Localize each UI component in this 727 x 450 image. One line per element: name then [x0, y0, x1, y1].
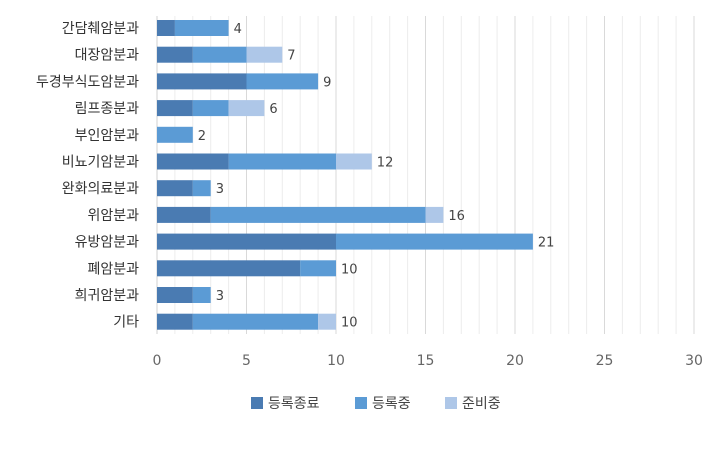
- category-label: 부인암분과: [75, 128, 140, 144]
- bar-segment: [192, 287, 211, 303]
- bar-segment: [336, 153, 372, 170]
- bar-segment: [318, 313, 336, 330]
- legend-label: 등록종료: [268, 396, 320, 412]
- bar-segment: [157, 260, 301, 277]
- bars: [157, 20, 533, 330]
- bar-segment: [246, 73, 319, 90]
- category-label: 대장암분과: [75, 48, 140, 64]
- category-label: 비뇨기암분과: [62, 155, 139, 171]
- x-tick-label: 15: [417, 353, 435, 369]
- x-tick-label: 0: [153, 353, 162, 369]
- total-label: 10: [341, 262, 358, 277]
- bar-segment: [157, 287, 193, 303]
- bar-segment: [192, 100, 229, 117]
- category-label: 기타: [113, 315, 139, 331]
- total-label: 10: [341, 316, 358, 331]
- bar-segment: [157, 206, 211, 223]
- bar-segment: [192, 46, 247, 63]
- bar-segment: [336, 233, 533, 250]
- category-label: 두경부식도암분과: [36, 74, 139, 90]
- category-label: 위암분과: [87, 208, 139, 224]
- x-tick-label: 10: [327, 353, 345, 369]
- total-label: 12: [377, 156, 394, 171]
- bar-segment: [300, 260, 336, 277]
- total-label: 9: [323, 75, 331, 90]
- bar-segment: [157, 100, 193, 117]
- category-label: 림프종분과: [75, 101, 140, 117]
- x-tick-label: 30: [685, 353, 703, 369]
- x-axis-ticks: 0 5 10 15 20 25 30: [153, 353, 703, 369]
- bar-segment: [192, 180, 211, 197]
- total-label: 6: [269, 102, 277, 117]
- total-label: 4: [234, 22, 242, 37]
- total-label: 2: [198, 129, 206, 144]
- legend: 등록종료 등록중 준비중: [251, 396, 501, 412]
- total-label: 7: [287, 49, 295, 64]
- x-tick-label: 25: [596, 353, 614, 369]
- bar-segment: [228, 100, 265, 117]
- bar-segment: [157, 73, 247, 90]
- category-label: 희귀암분과: [75, 288, 140, 304]
- x-tick-label: 20: [506, 353, 524, 369]
- total-label: 3: [216, 289, 224, 304]
- category-labels: 간담췌암분과대장암분과두경부식도암분과림프종분과부인암분과비뇨기암분과완화의료분…: [36, 21, 139, 331]
- bar-segment: [157, 126, 193, 143]
- bar-segment: [174, 20, 229, 36]
- bar-segment: [157, 233, 336, 250]
- bar-segment: [157, 20, 175, 36]
- bar-segment: [192, 313, 319, 330]
- bar-segment: [157, 153, 229, 170]
- total-value-labels: 4 7 9 6 2 12 3 16 21 10 3 10: [198, 22, 555, 331]
- category-label: 유방암분과: [75, 235, 140, 251]
- bar-segment: [228, 153, 336, 170]
- category-label: 간담췌암분과: [62, 21, 139, 37]
- x-tick-label: 5: [242, 353, 251, 369]
- legend-label: 등록중: [372, 396, 411, 412]
- total-label: 21: [538, 236, 555, 251]
- legend-swatch: [355, 397, 367, 409]
- bar-segment: [210, 206, 426, 223]
- category-label: 완화의료분과: [62, 181, 139, 197]
- bar-segment: [157, 180, 193, 197]
- legend-swatch: [445, 397, 457, 409]
- total-label: 16: [448, 209, 465, 224]
- total-label: 3: [216, 182, 224, 197]
- legend-swatch: [251, 397, 263, 409]
- bar-segment: [157, 313, 193, 330]
- bar-segment: [246, 46, 283, 63]
- grid-lines: [174, 16, 695, 334]
- bar-segment: [157, 46, 193, 63]
- legend-label: 준비중: [462, 396, 501, 412]
- category-label: 폐암분과: [87, 261, 139, 277]
- bar-segment: [425, 206, 444, 223]
